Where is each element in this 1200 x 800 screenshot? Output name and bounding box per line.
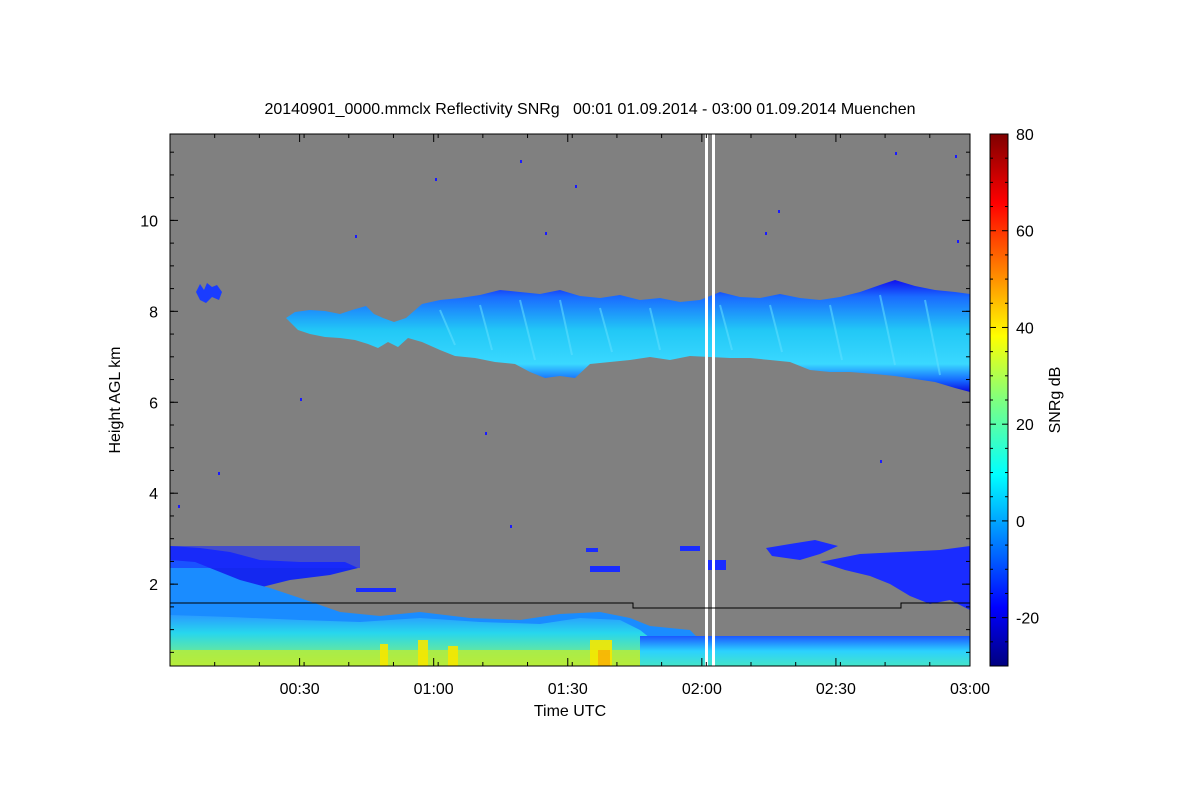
x-tick-label: 02:00: [682, 681, 722, 698]
y-tick-label: 10: [140, 213, 158, 230]
y-axis: 2 4 6 8 10: [140, 151, 970, 653]
y-tick-label: 8: [149, 304, 158, 321]
colorbar-tick-label: 60: [1016, 224, 1034, 241]
upper-cloud-layer: [286, 280, 970, 392]
plot-frame: [169, 133, 971, 667]
y-tick-label: 4: [149, 486, 158, 503]
colorbar-tick-label: 80: [1016, 127, 1034, 144]
chart-title: 20140901_0000.mmclx Reflectivity SNRg 00…: [264, 101, 915, 118]
x-tick-label: 03:00: [950, 681, 990, 698]
x-tick-label: 01:00: [414, 681, 454, 698]
small-upper-cloud: [196, 283, 222, 303]
surface-hotspots: [380, 640, 612, 666]
x-tick-label: 00:30: [280, 681, 320, 698]
x-axis-label: Time UTC: [534, 703, 606, 720]
x-tick-label: 01:30: [548, 681, 588, 698]
colorbar-label: SNRg dB: [1047, 367, 1064, 434]
y-tick-label: 6: [149, 395, 158, 412]
colorbar-tick-label: 0: [1016, 514, 1025, 531]
surface-strong-echo: [170, 650, 640, 666]
boundary-layer-echo-late: [640, 636, 970, 666]
y-axis-label: Height AGL km: [107, 346, 124, 453]
boundary-line: [170, 602, 970, 609]
upper-cloud-streaks: [439, 294, 941, 376]
plot-background: [170, 134, 970, 666]
colorbar-axis: -20 0 20 40 60 80: [990, 127, 1039, 667]
x-tick-label: 02:30: [816, 681, 856, 698]
x-axis: 00:30 01:00 01:30 02:00 02:30 03:00: [214, 134, 990, 698]
mid-level-patches: [170, 540, 970, 610]
plot-area: [170, 134, 970, 666]
y-tick-label: 2: [149, 577, 158, 594]
noise-specks: [178, 152, 959, 528]
data-gap: [705, 134, 715, 666]
colorbar-tick-label: 20: [1016, 417, 1034, 434]
colorbar-tick-label: -20: [1016, 611, 1039, 628]
colorbar-tick-label: 40: [1016, 320, 1034, 337]
